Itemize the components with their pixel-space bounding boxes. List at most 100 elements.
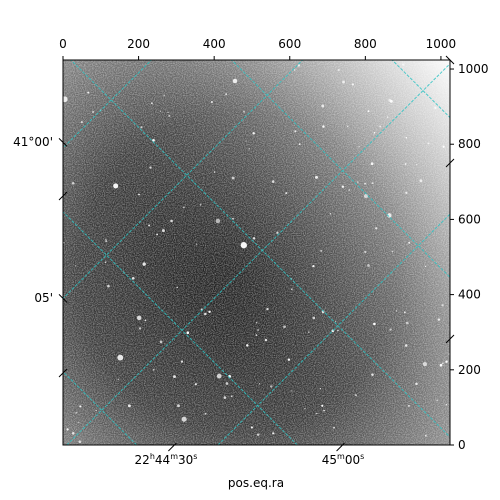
star xyxy=(264,338,268,342)
star xyxy=(255,322,258,324)
top-tick-label: 200 xyxy=(127,37,150,51)
star xyxy=(347,125,349,128)
star xyxy=(87,91,90,94)
grid-line-ra xyxy=(63,211,298,445)
grid-line-ra xyxy=(70,60,450,438)
star xyxy=(199,204,202,206)
star xyxy=(79,405,82,408)
star xyxy=(92,111,94,113)
edge-tick-mark xyxy=(58,368,68,378)
star xyxy=(371,182,374,185)
star xyxy=(195,243,198,245)
right-tick-label: 600 xyxy=(458,212,481,226)
star xyxy=(373,322,376,326)
star xyxy=(312,264,315,268)
star xyxy=(252,132,255,135)
star xyxy=(370,162,374,166)
star xyxy=(436,399,438,402)
star xyxy=(216,373,222,379)
star xyxy=(312,316,316,320)
star xyxy=(315,175,318,179)
star xyxy=(213,171,216,173)
star xyxy=(329,212,332,215)
star xyxy=(181,416,187,422)
star xyxy=(215,218,221,224)
plot-frame xyxy=(62,59,451,446)
star xyxy=(389,328,392,331)
star xyxy=(204,312,207,316)
star xyxy=(441,304,444,307)
edge-tick-mark xyxy=(58,191,68,201)
dec-tick-mark xyxy=(58,137,68,147)
coordinate-grid xyxy=(63,60,450,445)
star xyxy=(256,433,260,436)
star xyxy=(105,240,108,243)
star xyxy=(445,404,448,406)
svg-text:22h44m30s: 22h44m30s xyxy=(135,452,198,467)
star xyxy=(272,432,275,435)
star xyxy=(127,404,131,408)
star xyxy=(75,411,78,414)
star xyxy=(266,307,269,311)
top-tick-label: 0 xyxy=(59,37,67,51)
star xyxy=(142,262,146,266)
right-tick-label: 800 xyxy=(458,137,481,151)
svg-text:45m00s: 45m00s xyxy=(322,452,365,467)
star xyxy=(439,363,443,367)
star xyxy=(391,250,394,253)
star xyxy=(138,327,142,330)
star xyxy=(80,121,83,124)
ra-tick-label-2: 45m00s xyxy=(322,452,365,467)
star xyxy=(230,395,233,398)
star xyxy=(148,224,151,227)
star xyxy=(321,104,325,108)
star xyxy=(354,394,357,397)
star xyxy=(407,404,410,407)
right-tick-label: 0 xyxy=(458,438,466,452)
star xyxy=(441,362,444,365)
star xyxy=(152,368,155,371)
star xyxy=(379,125,382,128)
star xyxy=(405,321,409,325)
star xyxy=(323,409,325,412)
star xyxy=(424,434,427,437)
star xyxy=(373,132,376,134)
star xyxy=(144,319,147,322)
star xyxy=(204,412,207,415)
star xyxy=(389,99,393,103)
star xyxy=(117,354,124,361)
dec-tick-label-2: 05' xyxy=(34,291,53,305)
star xyxy=(105,239,107,241)
star xyxy=(293,69,296,71)
world-axis-ticks xyxy=(58,55,455,452)
star xyxy=(297,64,301,67)
star xyxy=(333,426,335,429)
star xyxy=(351,83,355,86)
star xyxy=(176,286,178,289)
star xyxy=(321,404,324,407)
star xyxy=(182,206,185,209)
star xyxy=(252,237,256,240)
star xyxy=(276,231,279,234)
star xyxy=(194,383,197,386)
star xyxy=(74,265,77,267)
star xyxy=(271,180,275,183)
star xyxy=(335,320,337,323)
star xyxy=(173,375,176,379)
star xyxy=(117,378,119,380)
star xyxy=(210,100,213,104)
star xyxy=(66,428,69,431)
star xyxy=(337,68,340,72)
star xyxy=(375,227,378,230)
star xyxy=(322,125,325,128)
star xyxy=(416,164,418,166)
star xyxy=(387,116,389,118)
sky-image xyxy=(63,60,450,445)
star xyxy=(95,409,97,412)
star xyxy=(348,189,350,191)
star xyxy=(419,179,423,183)
grid-line-dec xyxy=(63,60,304,300)
star xyxy=(437,318,441,321)
top-tick-label: 600 xyxy=(278,37,301,51)
